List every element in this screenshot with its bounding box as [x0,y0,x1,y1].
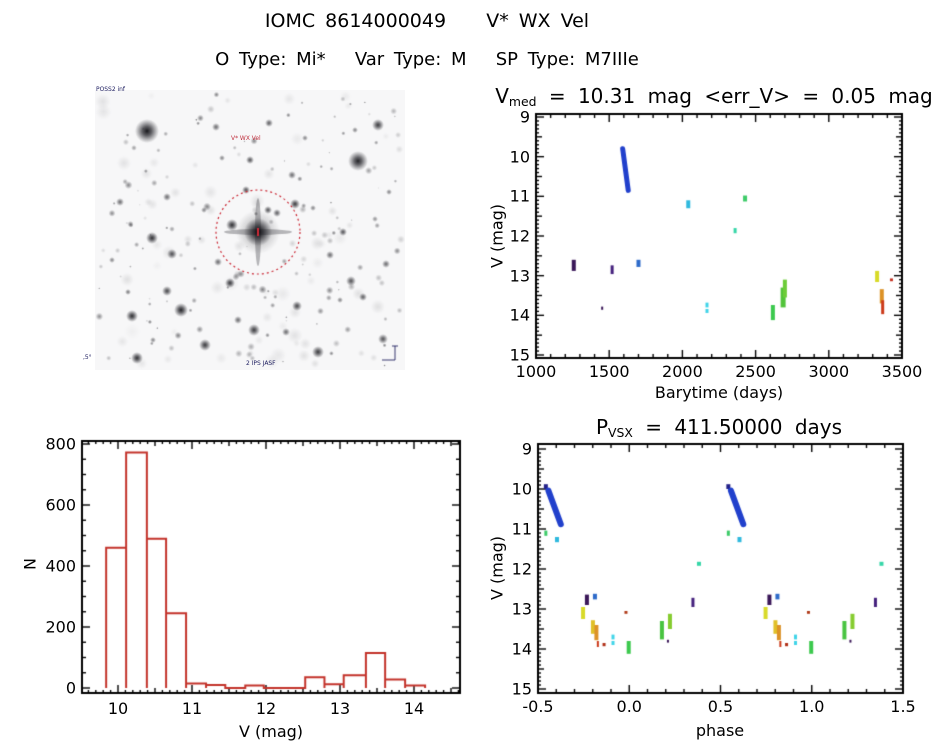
lightcurve-y-tick-label: 11 [509,186,530,206]
phase-y-tick-label: 10 [511,479,532,499]
finder-bottom-label: 2 IPS JASF [246,360,276,367]
histogram-x-tick-label: 13 [329,699,351,718]
histogram-x-tick-label: 14 [403,699,425,718]
lightcurve-y-tick-label: 12 [509,226,530,246]
lightcurve-x-axis-label: Barytime (days) [654,383,784,402]
phase-title-post: = 411.50000 days [632,415,843,439]
phase-title: PVSX = 411.50000 days [596,415,842,440]
finder-target-label: V* WX Vel [231,135,261,142]
lightcurve-title: Vmed = 10.31 mag <err_V> = 0.05 mag [495,84,933,109]
histogram-x-tick-label: 11 [181,699,203,718]
lightcurve-title-sub: med [508,94,537,110]
phase-x-tick-label: 1.5 [890,697,916,716]
lightcurve-x-tick-label: 1000 [515,362,557,381]
phase-y-tick-label: 11 [511,519,532,539]
finder-corner-label: ,5° [83,354,92,361]
lightcurve-x-tick-label: 2500 [735,362,776,381]
finder-survey-label: POSS2 inf [96,86,126,93]
finder-chart-image [95,90,405,370]
histogram-y-tick-label: 600 [45,495,76,515]
histogram-x-tick-label: 10 [107,699,129,718]
lightcurve-title-post: = 10.31 mag <err_V> = 0.05 mag [536,84,933,108]
histogram-y-tick-label: 400 [45,556,76,576]
phase-x-tick-label: 1.0 [799,697,825,716]
phase-x-tick-label: 0.0 [616,697,642,716]
phase-y-axis-label: V (mag) [487,535,507,601]
histogram-y-tick-label: 800 [45,434,76,454]
phase-x-tick-label: -0.5 [522,697,554,716]
phase-y-tick-label: 9 [521,439,532,459]
histogram-y-tick-label: 0 [65,678,76,698]
phase-y-tick-label: 15 [511,679,532,699]
lightcurve-x-tick-label: 2000 [662,362,703,381]
lightcurve-x-tick-label: 1500 [588,362,630,381]
lightcurve-x-tick-label: 3000 [808,362,850,381]
lightcurve-y-tick-label: 13 [509,266,530,286]
page-subtitle: O Type: Mi* Var Type: M SP Type: M7IIIe [215,49,639,70]
histogram-x-tick-label: 12 [255,699,277,718]
histogram-x-axis-label: V (mag) [238,722,304,741]
phase-x-tick-label: 0.5 [707,697,734,716]
phase-y-tick-label: 13 [511,599,532,619]
lightcurve-x-tick-label: 3500 [881,362,923,381]
phase-y-tick-label: 14 [511,639,532,659]
phase-x-axis-label: phase [695,721,745,740]
lightcurve-y-tick-label: 10 [509,147,530,167]
lightcurve-y-tick-label: 14 [509,305,530,325]
lightcurve-y-tick-label: 15 [509,345,530,365]
phase-title-pre: P [595,415,609,439]
lightcurve-y-axis-label: V (mag) [487,203,507,269]
histogram-y-tick-label: 200 [45,617,76,637]
page-title: IOMC 8614000049 V* WX Vel [264,10,590,32]
lightcurve-y-tick-label: 9 [519,107,530,127]
lightcurve-title-pre: V [495,84,509,108]
phase-title-sub: VSX [608,425,633,441]
histogram-y-axis-label: N [20,558,40,570]
phase-y-tick-label: 12 [511,559,532,579]
